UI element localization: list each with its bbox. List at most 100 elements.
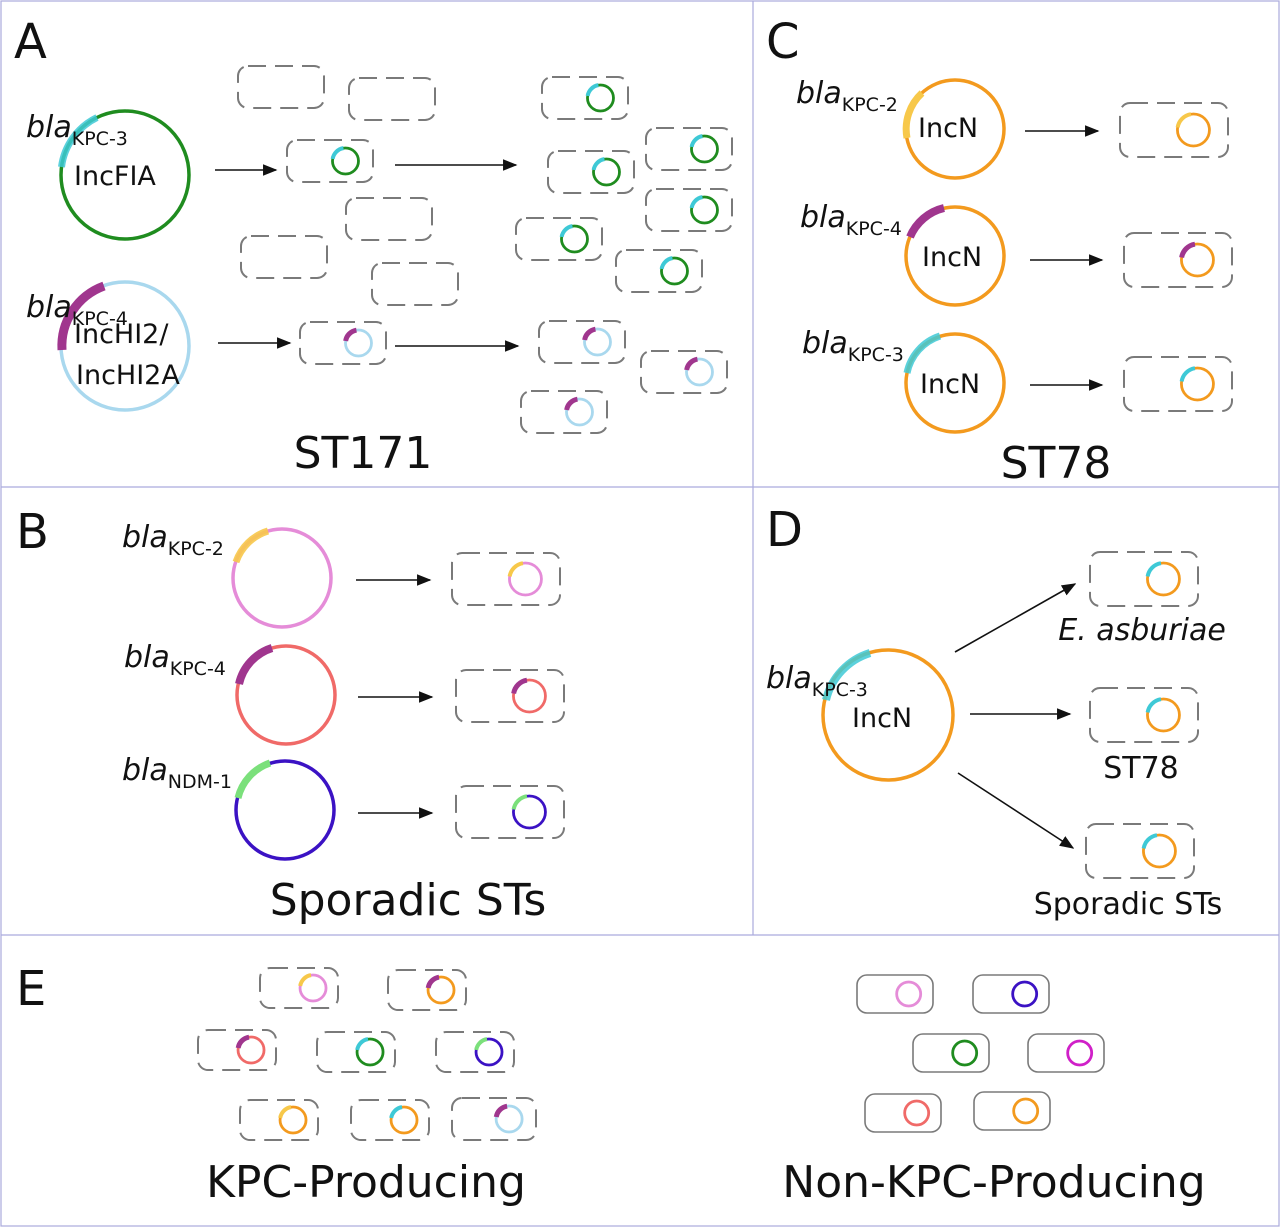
bacterium-with-plasmid	[350, 1099, 430, 1141]
gene-label: blaKPC-2	[796, 76, 898, 116]
cell-outline	[239, 1099, 319, 1141]
gene-arc	[1145, 561, 1162, 577]
plasmid-ring	[331, 146, 360, 176]
plasmid-ring	[690, 195, 719, 225]
panel-a-cells	[237, 65, 733, 434]
gene-arc	[232, 527, 270, 564]
panel-a-letter: A	[14, 14, 47, 70]
plasmid-ring	[494, 1104, 524, 1134]
cell-outline	[455, 669, 565, 723]
plasmid-ring	[1180, 366, 1215, 402]
cell-outline	[387, 969, 467, 1011]
panel-c: C blaKPC-2 IncN blaKPC-4 IncN blaKPC-3 I…	[766, 14, 1233, 489]
cell-outline	[455, 785, 565, 839]
plasmid-ring	[235, 644, 337, 746]
cell-outline	[856, 974, 934, 1014]
gene-arc	[822, 649, 872, 702]
gene-arc	[585, 83, 599, 97]
panel-c-caption: ST78	[1001, 438, 1112, 489]
gene-arc	[564, 396, 579, 411]
gene-arc	[511, 794, 528, 810]
inc-label: IncN	[918, 113, 978, 144]
bacterium-with-plasmid	[451, 552, 561, 606]
panel-d-cells	[1085, 551, 1199, 879]
gene-arc	[1175, 112, 1192, 128]
plasmid-ring	[660, 256, 689, 286]
cell-outline	[864, 1093, 942, 1133]
cell-outline	[1123, 356, 1233, 412]
plasmid-ring	[1012, 1097, 1040, 1125]
plasmid-ring	[59, 109, 191, 241]
gene-label: blaKPC-3	[766, 661, 868, 701]
panel-b-plasmid-ndm1: blaNDM-1	[122, 753, 336, 861]
bacterium-with-plasmid	[515, 217, 603, 261]
cell-outline	[1089, 551, 1199, 607]
gene-arc	[57, 281, 106, 351]
cell-outline	[538, 320, 626, 364]
inc-label: IncN	[852, 703, 912, 734]
cell-outline	[640, 350, 728, 394]
bacterium-with-plasmid	[1027, 1033, 1105, 1073]
plasmid-ring	[592, 157, 621, 187]
inc-label: IncFIA	[74, 161, 156, 192]
panel-c-cells	[1119, 102, 1233, 412]
bacterium	[240, 235, 328, 279]
cell-outline	[259, 967, 339, 1009]
gene-arc	[1141, 833, 1158, 849]
gene-arc	[689, 195, 703, 209]
bacterium-with-plasmid	[973, 1091, 1051, 1131]
plasmid-ring	[583, 327, 612, 357]
plasmid-ring	[904, 332, 1006, 434]
gene-arc	[689, 134, 703, 148]
panel-d-plasmid: blaKPC-3 IncN	[766, 648, 955, 782]
target-label-st78: ST78	[1103, 751, 1179, 786]
bacterium-with-plasmid	[455, 669, 565, 723]
gene-arc	[493, 1103, 508, 1118]
cell-outline	[348, 77, 436, 121]
bacterium-with-plasmid	[1123, 356, 1233, 412]
gene-arc	[582, 326, 597, 341]
bacterium-with-plasmid	[1089, 551, 1199, 607]
cell-outline	[286, 139, 374, 183]
gene-arc	[343, 327, 358, 342]
plasmid-ring	[1180, 242, 1215, 278]
bacterium-with-plasmid	[316, 1031, 396, 1073]
plasmid-ring	[1146, 697, 1181, 733]
panel-e-letter: E	[16, 961, 46, 1017]
gene-label: blaKPC-3	[802, 326, 904, 366]
bacterium-with-plasmid	[615, 249, 703, 293]
panel-e-right-caption: Non-KPC-Producing	[782, 1157, 1205, 1208]
gene-arc	[1179, 366, 1196, 382]
panel-c-letter: C	[766, 14, 800, 70]
gene-label: blaKPC-4	[800, 200, 902, 240]
cell-outline	[197, 1029, 277, 1071]
bacterium-with-plasmid	[239, 1099, 319, 1141]
panel-c-plasmid-kpc3: blaKPC-3 IncN	[802, 326, 1006, 434]
bacterium-with-plasmid	[645, 127, 733, 171]
bacterium-with-plasmid	[259, 967, 339, 1009]
inc-label: IncN	[920, 369, 980, 400]
plasmid-ring	[231, 527, 333, 629]
panel-b-caption: Sporadic STs	[270, 875, 547, 926]
gene-arc	[58, 114, 99, 168]
gene-arc	[507, 561, 524, 577]
cell-outline	[435, 1031, 515, 1073]
gene-arc	[1179, 241, 1196, 259]
gene-arc	[1145, 697, 1162, 713]
gene-arc	[474, 1037, 488, 1051]
bacterium-with-plasmid	[455, 785, 565, 839]
inc-label: IncN	[922, 242, 982, 273]
cell-outline	[645, 127, 733, 171]
cell-outline	[615, 249, 703, 293]
gene-label: blaKPC-2	[122, 520, 224, 560]
cell-outline	[237, 65, 325, 109]
bacterium	[371, 262, 459, 306]
gene-arc	[591, 157, 605, 171]
plasmid-ring	[236, 1035, 266, 1065]
gene-label: blaNDM-1	[122, 753, 232, 793]
gene-label: blaKPC-3	[26, 110, 128, 150]
arrow	[957, 772, 1075, 849]
gene-arc	[903, 332, 942, 374]
